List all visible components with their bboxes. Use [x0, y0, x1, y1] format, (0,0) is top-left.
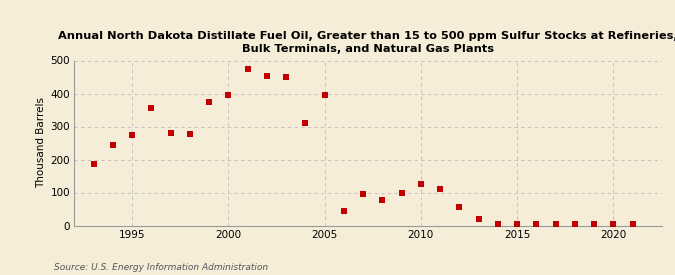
Point	[627, 222, 638, 226]
Point	[319, 93, 330, 97]
Point	[377, 197, 387, 202]
Point	[223, 93, 234, 97]
Point	[88, 162, 99, 167]
Point	[107, 142, 118, 147]
Point	[415, 182, 426, 186]
Point	[550, 222, 561, 226]
Point	[204, 100, 215, 104]
Point	[281, 75, 292, 79]
Point	[338, 208, 349, 213]
Text: Source: U.S. Energy Information Administration: Source: U.S. Energy Information Administ…	[54, 263, 268, 272]
Point	[512, 222, 522, 226]
Point	[396, 190, 407, 195]
Point	[261, 74, 272, 79]
Point	[146, 106, 157, 110]
Point	[435, 187, 446, 191]
Point	[454, 205, 464, 210]
Point	[127, 133, 138, 137]
Point	[531, 222, 542, 226]
Point	[493, 222, 504, 226]
Point	[242, 67, 253, 71]
Point	[300, 121, 310, 125]
Point	[589, 222, 599, 226]
Title: Annual North Dakota Distillate Fuel Oil, Greater than 15 to 500 ppm Sulfur Stock: Annual North Dakota Distillate Fuel Oil,…	[58, 31, 675, 54]
Point	[608, 222, 619, 226]
Point	[473, 217, 484, 221]
Y-axis label: Thousand Barrels: Thousand Barrels	[36, 98, 47, 188]
Point	[165, 131, 176, 135]
Point	[358, 192, 369, 196]
Point	[570, 222, 580, 226]
Point	[184, 131, 195, 136]
